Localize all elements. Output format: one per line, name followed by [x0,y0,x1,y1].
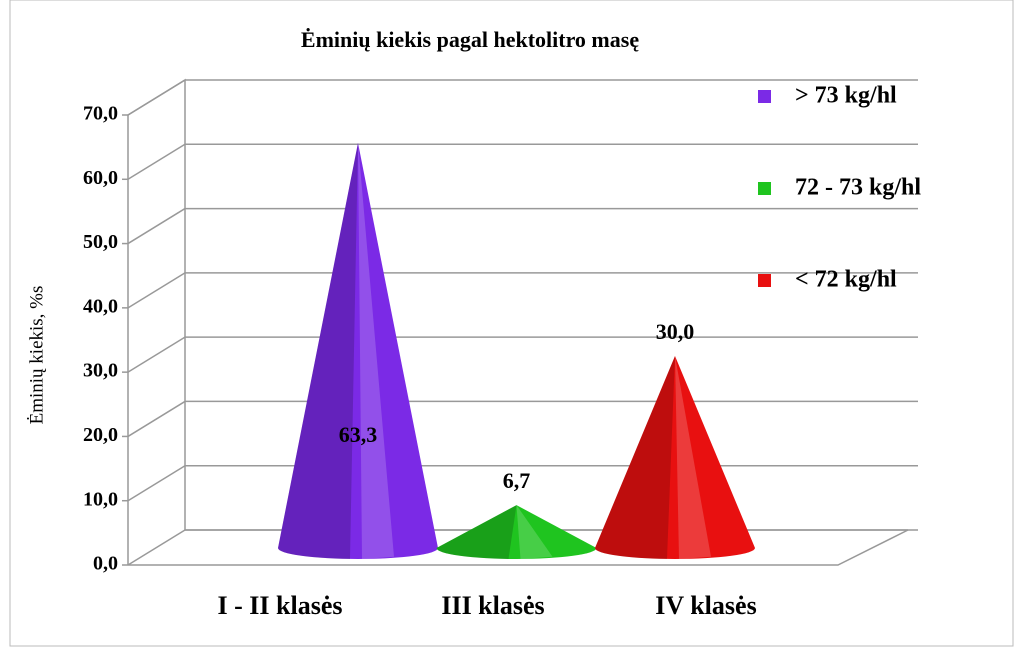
cone [595,356,755,559]
y-tick-label: 40,0 [83,295,118,317]
grid-line [127,207,186,245]
legend-label: 72 - 73 kg/hl [795,175,921,201]
y-tick-label: 50,0 [83,231,118,253]
legend-swatch [758,90,771,103]
chart-title: Ėminių kiekis pagal hektolitro masę [301,27,639,52]
grid-line [127,336,186,373]
grid-line [127,400,186,438]
y-tick-label: 70,0 [83,103,118,125]
cone-highlight [675,356,711,559]
y-tick-label: 0,0 [93,553,118,575]
grid-line [127,79,186,116]
y-tick-label: 20,0 [83,424,118,446]
data-label: 6,7 [503,468,531,493]
x-tick-label: I - II klasės [218,591,343,620]
grid-line [127,465,186,502]
grid-line [127,272,186,309]
data-label: 63,3 [339,422,378,447]
grid-line [127,529,186,566]
y-axis-label: Ėminių kiekis, %s [26,286,47,425]
legend-swatch [758,182,771,195]
legend-swatch [758,274,771,287]
cone-highlight [516,505,553,559]
cone-shade [436,505,517,559]
legend-label: > 73 kg/hl [795,83,897,109]
grid-line [127,143,186,180]
y-tick-label: 10,0 [83,488,118,510]
data-label: 30,0 [656,319,695,344]
x-tick-label: III klasės [441,591,544,620]
cone [278,142,438,559]
cone-shade [594,356,675,559]
y-tick-label: 30,0 [83,360,118,382]
cone-highlight [358,142,394,559]
y-tick-label: 60,0 [83,167,118,189]
cone-shade [277,142,358,559]
legend-label: < 72 kg/hl [795,267,897,293]
x-tick-label: IV klasės [655,591,756,620]
cone [436,505,597,559]
